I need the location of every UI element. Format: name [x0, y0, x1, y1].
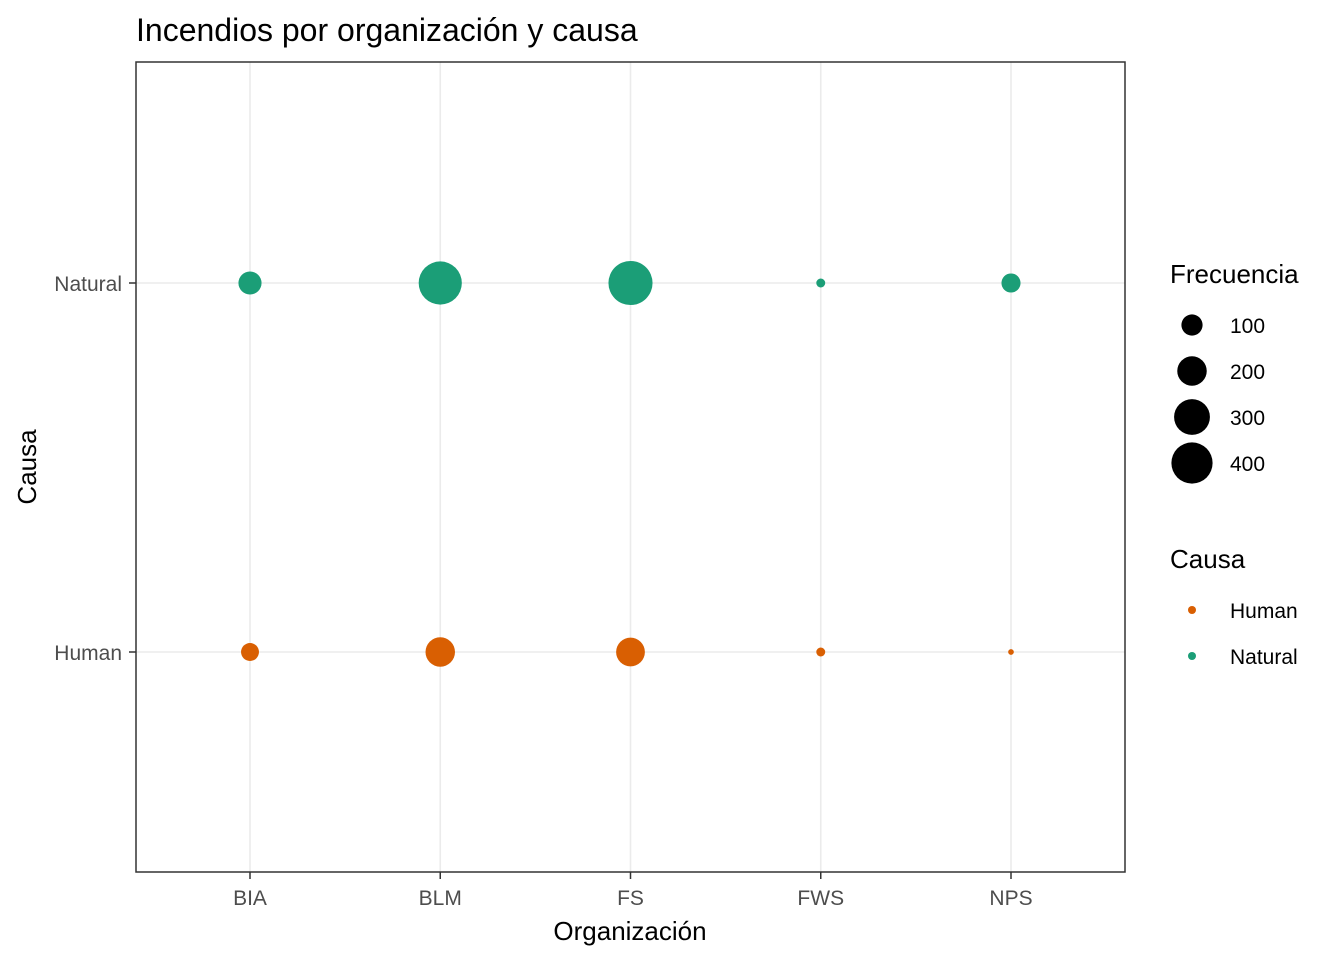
point-human-fws	[816, 647, 826, 657]
x-axis-title: Organización	[553, 916, 706, 946]
grid-lines	[136, 62, 1125, 872]
x-tick-label-nps: NPS	[989, 887, 1032, 910]
point-natural-blm	[418, 261, 462, 305]
size-legend-label-100: 100	[1230, 315, 1265, 338]
size-legend-key-100	[1181, 314, 1203, 336]
chart-title: Incendios por organización y causa	[136, 12, 638, 48]
size-legend-key-200	[1177, 356, 1207, 386]
point-human-bia	[241, 643, 259, 661]
color-legend-label-human: Human	[1230, 600, 1298, 623]
size-legend-key-300	[1174, 399, 1210, 435]
size-legend-label-300: 300	[1230, 407, 1265, 430]
y-axis-ticks: Human Natural	[54, 273, 136, 665]
point-natural-bia	[238, 271, 262, 295]
x-tick-label-fws: FWS	[797, 887, 844, 910]
color-legend-title: Causa	[1170, 544, 1246, 574]
x-tick-label-fs: FS	[617, 887, 644, 910]
size-legend-title: Frecuencia	[1170, 259, 1299, 289]
y-axis-title: Causa	[12, 429, 42, 505]
color-legend-label-natural: Natural	[1230, 646, 1298, 669]
point-human-fs	[616, 637, 645, 667]
point-human-nps	[1008, 649, 1014, 655]
x-tick-label-blm: BLM	[419, 887, 462, 910]
y-tick-label-natural: Natural	[54, 273, 122, 296]
x-tick-label-bia: BIA	[233, 887, 267, 910]
color-legend-key-natural	[1188, 652, 1196, 660]
point-natural-fws	[816, 278, 826, 288]
point-natural-nps	[1001, 273, 1021, 293]
size-legend-label-400: 400	[1230, 453, 1265, 476]
point-natural-fs	[608, 260, 653, 306]
color-legend: Causa Human Natural	[1170, 544, 1298, 669]
size-legend: Frecuencia 100 200 300 400	[1170, 259, 1299, 484]
x-axis-ticks: BIA BLM FS FWS NPS	[233, 872, 1033, 910]
y-tick-label-human: Human	[54, 642, 122, 665]
size-legend-key-400	[1171, 442, 1213, 484]
point-human-blm	[425, 637, 455, 667]
size-legend-label-200: 200	[1230, 361, 1265, 384]
data-points	[238, 260, 1021, 667]
color-legend-key-human	[1188, 606, 1196, 614]
